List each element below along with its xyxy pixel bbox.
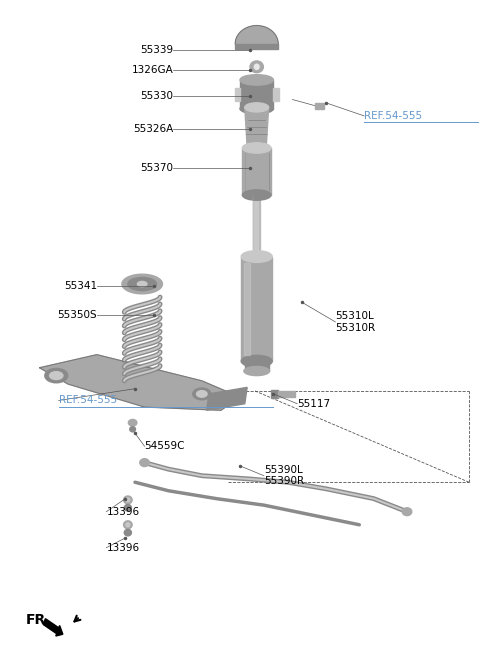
Text: 55339: 55339: [140, 45, 173, 55]
Ellipse shape: [49, 372, 63, 380]
Polygon shape: [245, 107, 269, 147]
Text: 55370: 55370: [140, 163, 173, 173]
Ellipse shape: [246, 143, 267, 150]
Text: 55117: 55117: [297, 399, 330, 409]
Text: 55390L
55390R: 55390L 55390R: [264, 465, 304, 486]
Ellipse shape: [123, 521, 132, 529]
Polygon shape: [278, 392, 295, 397]
Ellipse shape: [241, 355, 272, 367]
Ellipse shape: [126, 523, 130, 527]
Ellipse shape: [250, 61, 264, 73]
Polygon shape: [244, 263, 250, 355]
Polygon shape: [240, 80, 274, 108]
Text: REF.54-555: REF.54-555: [59, 396, 117, 405]
Text: 55326A: 55326A: [133, 124, 173, 134]
Text: FR.: FR.: [25, 612, 51, 627]
Polygon shape: [235, 26, 278, 44]
Polygon shape: [235, 44, 278, 49]
Polygon shape: [271, 390, 278, 398]
Text: 55310L
55310R: 55310L 55310R: [336, 311, 375, 332]
Polygon shape: [315, 102, 324, 109]
Ellipse shape: [245, 102, 269, 112]
Polygon shape: [39, 355, 240, 410]
Text: 54559C: 54559C: [144, 442, 185, 451]
Ellipse shape: [122, 274, 162, 294]
Ellipse shape: [240, 75, 274, 85]
Text: 13396: 13396: [107, 543, 140, 553]
Text: 1326GA: 1326GA: [132, 65, 173, 75]
Ellipse shape: [126, 498, 130, 502]
Ellipse shape: [45, 369, 68, 383]
Ellipse shape: [197, 391, 207, 397]
FancyArrow shape: [43, 619, 63, 636]
Polygon shape: [274, 88, 279, 101]
Ellipse shape: [242, 190, 271, 200]
Polygon shape: [253, 195, 260, 250]
Ellipse shape: [128, 277, 156, 290]
Polygon shape: [206, 388, 247, 410]
Ellipse shape: [193, 388, 211, 400]
Ellipse shape: [242, 143, 271, 153]
Polygon shape: [241, 256, 273, 361]
Ellipse shape: [137, 281, 147, 286]
Ellipse shape: [241, 251, 272, 262]
Ellipse shape: [130, 426, 135, 432]
Ellipse shape: [240, 103, 274, 114]
Ellipse shape: [128, 419, 137, 426]
Ellipse shape: [140, 459, 149, 466]
Text: 55330: 55330: [140, 91, 173, 101]
Ellipse shape: [123, 496, 132, 504]
Polygon shape: [242, 148, 271, 195]
Text: 13396: 13396: [107, 507, 140, 516]
Text: 55341: 55341: [64, 281, 97, 291]
Polygon shape: [235, 88, 240, 101]
Ellipse shape: [244, 367, 270, 376]
Ellipse shape: [124, 530, 132, 536]
Text: REF.54-555: REF.54-555: [364, 111, 422, 121]
Ellipse shape: [254, 64, 259, 70]
Ellipse shape: [124, 505, 132, 511]
Text: 55350S: 55350S: [57, 310, 97, 321]
Ellipse shape: [402, 508, 412, 516]
Polygon shape: [245, 360, 269, 371]
